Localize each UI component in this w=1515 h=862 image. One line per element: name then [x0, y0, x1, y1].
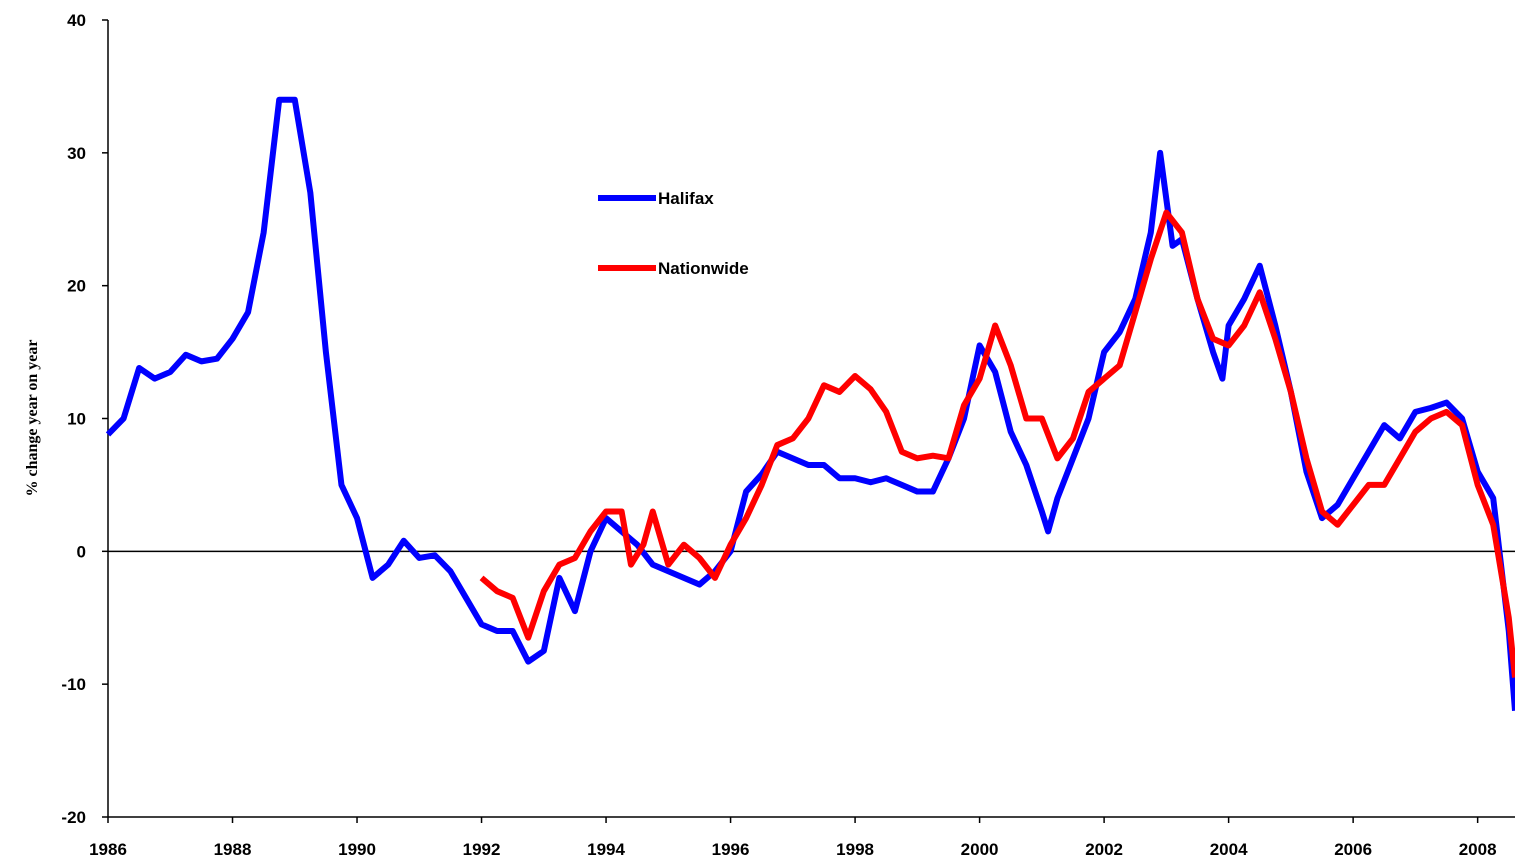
x-tick-label: 2006 [1334, 840, 1372, 859]
x-tick-label: 2000 [961, 840, 999, 859]
y-tick-label: 30 [67, 144, 86, 163]
x-tick-label: 1998 [836, 840, 874, 859]
x-tick-label: 2004 [1210, 840, 1248, 859]
x-tick-label: 1990 [338, 840, 376, 859]
x-tick-label: 2002 [1085, 840, 1123, 859]
line [479, 209, 1515, 678]
y-tick-label: -10 [61, 675, 86, 694]
y-tick-label: -20 [61, 808, 86, 827]
legend-label: Halifax [658, 189, 714, 208]
x-tick-label: 1994 [587, 840, 625, 859]
x-tick-label: 1992 [463, 840, 501, 859]
legend-label: Nationwide [658, 259, 749, 278]
y-tick-label: 10 [67, 410, 86, 429]
x-tick-label: 1988 [214, 840, 252, 859]
y-tick-label: 20 [67, 277, 86, 296]
x-tick-label: 1996 [712, 840, 750, 859]
y-tick-label: 0 [77, 542, 86, 561]
x-tick-label: 2008 [1459, 840, 1497, 859]
y-axis-label: % change year on year [24, 339, 41, 496]
y-tick-label: 40 [67, 11, 86, 30]
x-tick-label: 1986 [89, 840, 127, 859]
